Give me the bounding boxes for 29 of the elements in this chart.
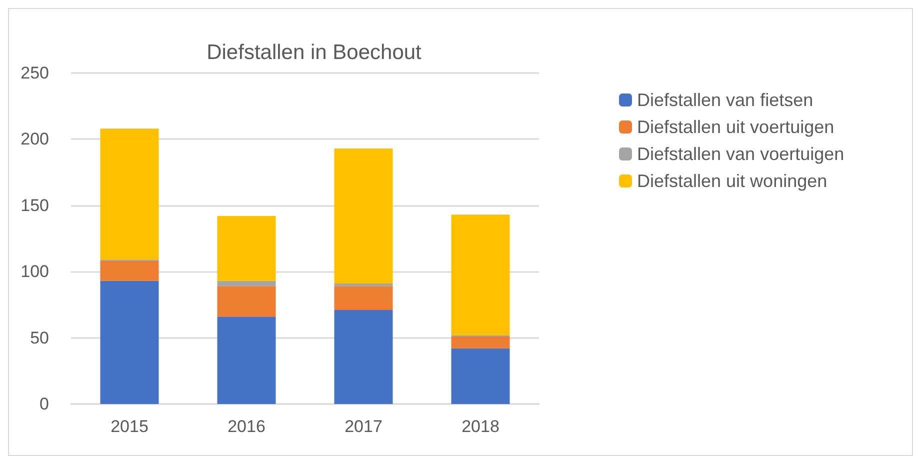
y-tick-label: 0 (40, 394, 49, 414)
legend-label: Diefstallen uit woningen (637, 171, 828, 191)
x-tick-label: 2017 (344, 417, 382, 436)
y-tick-label: 250 (20, 64, 49, 82)
bar (334, 310, 393, 404)
bar (217, 280, 276, 286)
x-tick-label: 2015 (110, 417, 148, 436)
bar (217, 316, 276, 404)
bar (451, 336, 510, 348)
y-tick-label: 150 (20, 196, 49, 215)
y-tick-label: 100 (20, 262, 49, 282)
bar (217, 216, 276, 281)
bar (100, 261, 159, 281)
bar (451, 348, 510, 404)
y-tick-label: 200 (20, 130, 49, 149)
x-tick-label: 2016 (228, 417, 266, 436)
bar (451, 214, 510, 336)
bar (217, 286, 276, 317)
bar (100, 128, 159, 260)
bar (100, 280, 159, 404)
bar (334, 148, 393, 284)
chart-title: Diefstallen in Boechout (206, 41, 422, 64)
bar (334, 284, 393, 286)
y-tick-label: 50 (30, 328, 49, 348)
x-tick-label: 2018 (462, 417, 500, 436)
legend-label: Diefstallen van voertuigen (637, 144, 844, 164)
legend-label: Diefstallen van fietsen (637, 90, 814, 110)
bar (334, 286, 393, 310)
legend-label: Diefstallen uit voertuigen (637, 117, 834, 137)
